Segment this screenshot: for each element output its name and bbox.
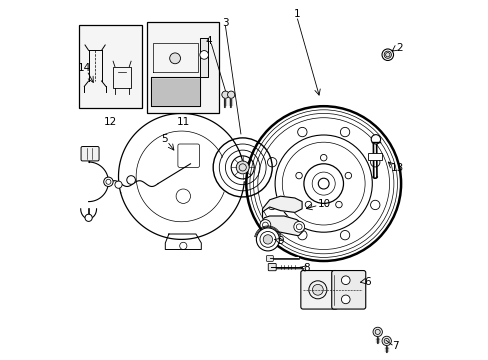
Circle shape — [381, 336, 390, 346]
Circle shape — [169, 53, 180, 64]
Circle shape — [126, 176, 135, 184]
Bar — [113, 67, 131, 88]
Circle shape — [200, 50, 208, 59]
Text: 13: 13 — [390, 163, 404, 174]
Text: 8: 8 — [303, 263, 309, 273]
Text: 12: 12 — [104, 117, 117, 127]
Circle shape — [295, 172, 302, 179]
FancyBboxPatch shape — [81, 147, 99, 161]
Circle shape — [115, 181, 122, 188]
Text: 5: 5 — [161, 134, 167, 144]
FancyBboxPatch shape — [331, 271, 365, 309]
Circle shape — [227, 91, 234, 98]
Text: 4: 4 — [205, 36, 212, 46]
Circle shape — [341, 295, 349, 304]
Polygon shape — [260, 216, 303, 236]
Polygon shape — [151, 77, 200, 106]
FancyBboxPatch shape — [268, 264, 276, 271]
Text: 14: 14 — [78, 63, 91, 73]
Circle shape — [340, 230, 349, 240]
Circle shape — [370, 158, 379, 167]
Circle shape — [85, 214, 92, 221]
Circle shape — [267, 200, 276, 210]
Circle shape — [297, 230, 306, 240]
Circle shape — [320, 154, 326, 161]
FancyBboxPatch shape — [367, 153, 382, 160]
Text: 1: 1 — [293, 9, 300, 19]
Circle shape — [318, 178, 328, 189]
Circle shape — [305, 201, 311, 208]
Text: 10: 10 — [317, 199, 330, 210]
Polygon shape — [152, 42, 198, 72]
Circle shape — [381, 49, 393, 60]
Text: 2: 2 — [395, 42, 402, 53]
Circle shape — [236, 161, 249, 174]
Circle shape — [345, 172, 351, 179]
Circle shape — [260, 220, 270, 230]
Circle shape — [267, 158, 276, 167]
Circle shape — [256, 228, 279, 251]
Circle shape — [385, 53, 389, 57]
Polygon shape — [262, 196, 302, 218]
Circle shape — [222, 91, 228, 98]
Text: 9: 9 — [277, 236, 283, 246]
FancyBboxPatch shape — [178, 144, 199, 167]
Circle shape — [297, 127, 306, 137]
Circle shape — [335, 201, 342, 208]
Circle shape — [372, 327, 382, 337]
Circle shape — [370, 200, 379, 210]
Circle shape — [103, 177, 113, 186]
Circle shape — [263, 235, 272, 244]
Circle shape — [312, 284, 323, 295]
Circle shape — [340, 127, 349, 137]
FancyBboxPatch shape — [79, 25, 142, 108]
Text: 6: 6 — [364, 276, 370, 287]
Text: 7: 7 — [391, 341, 398, 351]
Text: 11: 11 — [176, 117, 189, 127]
Circle shape — [341, 276, 349, 284]
FancyBboxPatch shape — [300, 271, 337, 309]
FancyBboxPatch shape — [147, 22, 219, 113]
Circle shape — [293, 221, 304, 232]
Polygon shape — [151, 38, 208, 77]
Text: 3: 3 — [222, 18, 228, 28]
Circle shape — [370, 135, 380, 144]
FancyBboxPatch shape — [266, 256, 273, 261]
